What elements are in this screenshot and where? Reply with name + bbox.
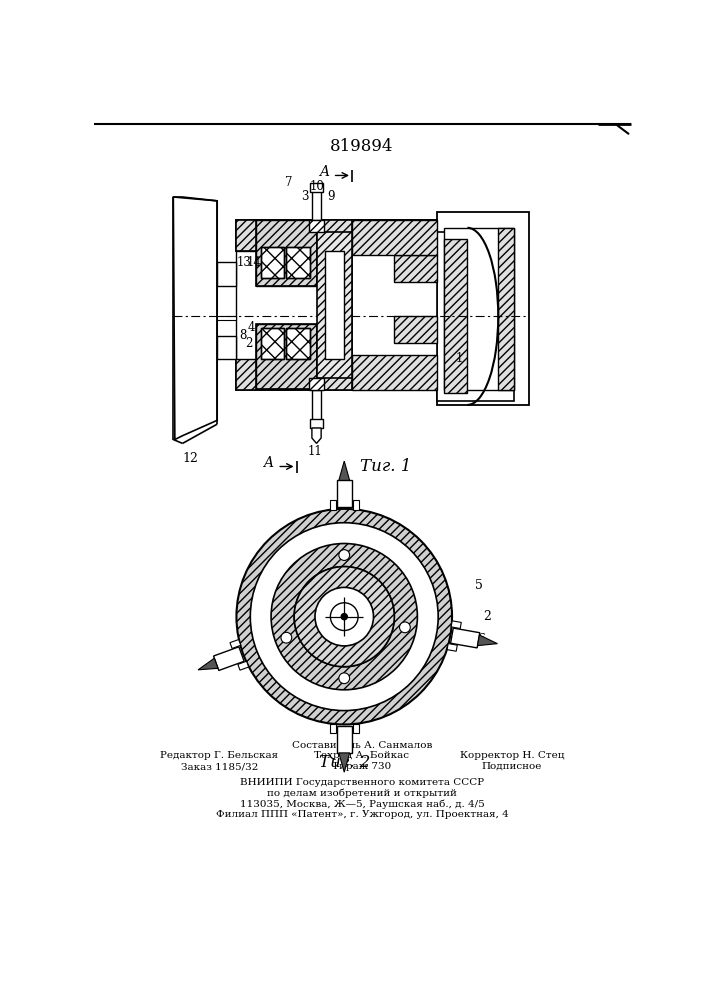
Text: Филиал ППП «Патент», г. Ужгород, ул. Проектная, 4: Филиал ППП «Патент», г. Ужгород, ул. Про…	[216, 810, 508, 819]
Text: Τиг. 2: Τиг. 2	[319, 754, 370, 771]
Text: Редактор Г. Бельская: Редактор Г. Бельская	[160, 751, 279, 760]
Bar	[261, 247, 284, 278]
Polygon shape	[238, 661, 249, 670]
Circle shape	[250, 523, 438, 711]
Text: Τиг. 1: Τиг. 1	[360, 458, 411, 475]
Bar	[312, 189, 321, 220]
Bar	[437, 212, 529, 405]
Bar	[312, 389, 321, 420]
Circle shape	[315, 587, 373, 646]
Text: 4: 4	[248, 321, 256, 334]
Text: Техред А. Бойкас: Техред А. Бойкас	[315, 751, 409, 760]
Text: 5: 5	[475, 579, 483, 592]
Bar	[309, 378, 325, 389]
Bar	[236, 359, 437, 389]
Polygon shape	[353, 724, 359, 733]
Bar	[256, 220, 317, 286]
Bar	[444, 228, 514, 389]
Text: Заказ 1185/32: Заказ 1185/32	[181, 762, 258, 771]
Bar	[261, 247, 284, 278]
Polygon shape	[450, 628, 480, 648]
Text: 12: 12	[182, 452, 198, 465]
Bar	[286, 328, 310, 359]
Bar	[325, 251, 344, 359]
Bar	[256, 220, 317, 286]
Bar	[437, 232, 514, 401]
Text: 11: 11	[308, 445, 322, 458]
Text: A: A	[264, 456, 274, 470]
Bar	[236, 220, 437, 251]
Polygon shape	[214, 647, 244, 670]
Polygon shape	[329, 500, 336, 510]
Bar	[236, 359, 437, 389]
Text: 113035, Москва, Ж—5, Раушская наб., д. 4/5: 113035, Москва, Ж—5, Раушская наб., д. 4…	[240, 799, 484, 809]
Text: 2: 2	[483, 610, 491, 623]
Polygon shape	[339, 753, 350, 772]
Text: 819894: 819894	[330, 138, 394, 155]
Circle shape	[236, 509, 452, 724]
Polygon shape	[353, 500, 359, 510]
Bar	[286, 247, 310, 278]
Text: Составитель А. Санмалов: Составитель А. Санмалов	[292, 741, 432, 750]
Bar	[261, 328, 284, 359]
Text: 13: 13	[237, 256, 252, 269]
Bar	[286, 247, 310, 278]
Bar	[236, 220, 437, 251]
Text: 10: 10	[310, 180, 325, 193]
Text: ВНИИПИ Государственного комитета СССР: ВНИИПИ Государственного комитета СССР	[240, 778, 484, 787]
Circle shape	[294, 567, 395, 667]
Text: A: A	[319, 165, 329, 179]
Bar	[352, 355, 437, 389]
Text: Подписное: Подписное	[482, 762, 542, 771]
Text: 1: 1	[456, 352, 463, 365]
Bar	[217, 316, 236, 320]
Circle shape	[330, 603, 358, 631]
Bar	[317, 232, 352, 378]
Polygon shape	[447, 644, 457, 651]
Text: 6: 6	[477, 633, 485, 646]
Bar	[395, 255, 437, 282]
Circle shape	[271, 544, 417, 690]
Circle shape	[341, 614, 347, 620]
Bar	[352, 220, 437, 255]
Bar	[444, 239, 467, 393]
Bar	[395, 316, 437, 343]
Text: 7: 7	[285, 176, 293, 189]
Circle shape	[281, 632, 292, 643]
Circle shape	[339, 673, 350, 684]
Polygon shape	[339, 461, 350, 480]
Text: 3: 3	[301, 190, 309, 204]
Polygon shape	[173, 197, 217, 440]
Text: 9: 9	[327, 190, 335, 204]
Text: 2: 2	[245, 337, 252, 350]
Text: Тираж 730: Тираж 730	[332, 762, 392, 771]
Bar	[310, 183, 324, 192]
Text: Корректор Н. Стец: Корректор Н. Стец	[460, 751, 564, 760]
Bar	[256, 324, 317, 389]
Polygon shape	[198, 658, 218, 670]
Bar	[217, 336, 236, 359]
Bar	[352, 220, 437, 389]
Polygon shape	[329, 724, 336, 733]
Bar	[310, 419, 324, 428]
Polygon shape	[230, 640, 241, 648]
Bar	[217, 262, 236, 286]
Circle shape	[294, 567, 395, 667]
Polygon shape	[451, 621, 461, 628]
Polygon shape	[312, 428, 321, 443]
Bar	[261, 328, 284, 359]
Text: по делам изобретений и открытий: по делам изобретений и открытий	[267, 788, 457, 798]
Bar	[286, 328, 310, 359]
Bar	[256, 324, 317, 389]
Circle shape	[339, 550, 350, 560]
Bar	[309, 220, 325, 232]
Text: 14: 14	[247, 256, 262, 269]
Polygon shape	[337, 726, 352, 753]
Text: 8: 8	[239, 329, 246, 342]
Circle shape	[399, 622, 410, 633]
Bar	[236, 251, 437, 359]
Polygon shape	[337, 480, 352, 507]
Polygon shape	[477, 635, 498, 646]
Bar	[498, 228, 514, 389]
